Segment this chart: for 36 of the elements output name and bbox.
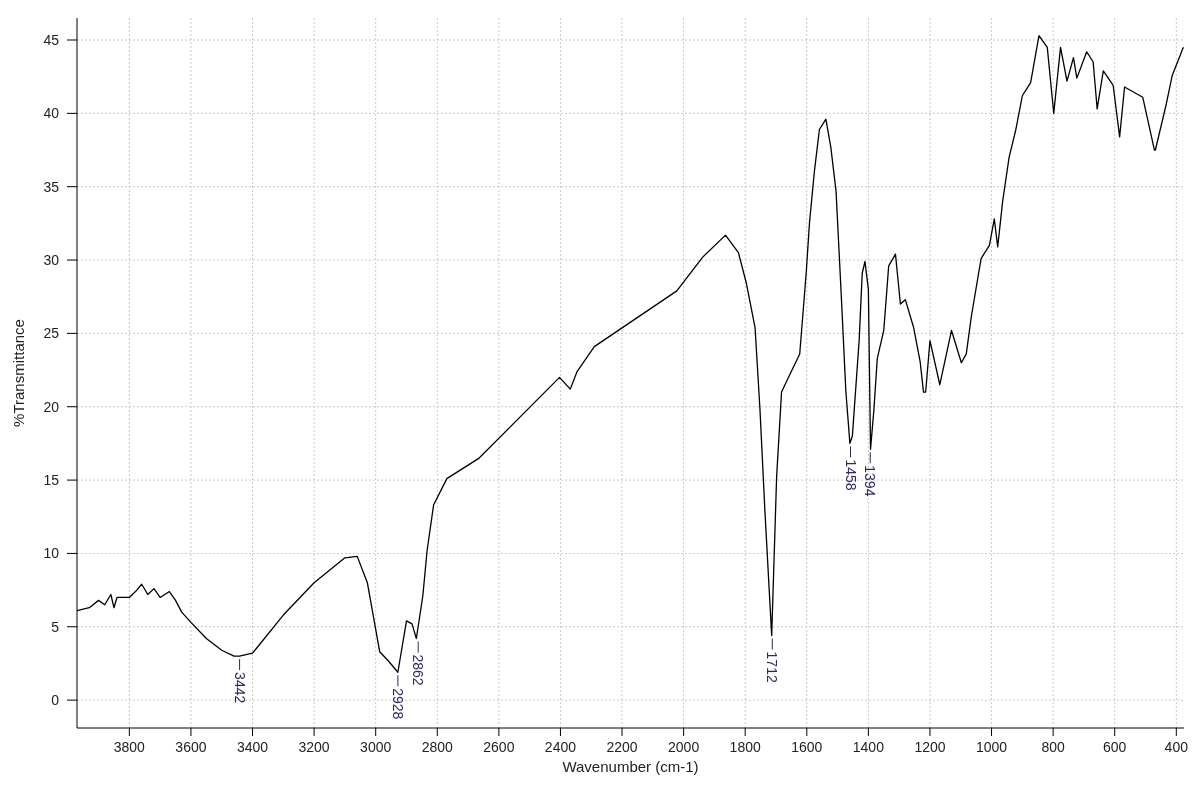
x-tick-label: 1000 — [975, 739, 1008, 755]
x-tick-label: 3200 — [298, 739, 330, 755]
x-tick-label: 1400 — [852, 739, 885, 755]
x-tick-label: 2400 — [544, 739, 577, 755]
x-tick-label: 600 — [1103, 739, 1127, 755]
annotation: 1394 — [862, 465, 879, 497]
x-tick-label: 1200 — [914, 739, 946, 755]
y-tick-label: 30 — [43, 252, 60, 269]
y-tick-label: 0 — [51, 692, 60, 709]
x-tick-label: 2000 — [668, 739, 700, 755]
annotation: 1712 — [764, 651, 781, 683]
y-tick-label: 10 — [43, 545, 60, 562]
x-tick-label: 3800 — [113, 739, 146, 755]
annotation: 1458 — [842, 459, 859, 491]
x-tick-label: 2600 — [483, 739, 515, 755]
y-tick-label: 15 — [43, 472, 60, 489]
annotation: 2928 — [389, 688, 406, 720]
annotation: 3442 — [231, 672, 248, 704]
x-axis-title: Wavenumber (cm-1) — [562, 758, 699, 775]
y-tick-label: 45 — [43, 32, 60, 48]
x-tick-label: 400 — [1164, 739, 1189, 755]
y-tick-label: 25 — [43, 325, 60, 342]
y-tick-label: 5 — [51, 618, 60, 635]
x-tick-label: 1600 — [791, 739, 823, 755]
x-tick-label: 1800 — [729, 739, 761, 755]
x-tick-label: 3000 — [360, 739, 392, 755]
y-tick-label: 20 — [43, 398, 60, 415]
x-tick-label: 800 — [1041, 739, 1066, 755]
y-tick-label: 35 — [43, 178, 60, 195]
x-tick-label: 2200 — [606, 739, 638, 755]
x-tick-label: 3400 — [236, 739, 269, 755]
x-tick-label: 2800 — [421, 739, 454, 755]
y-axis-title: %Transmittance — [10, 319, 27, 427]
x-tick-label: 3600 — [175, 739, 207, 755]
y-tick-label: 40 — [43, 105, 60, 122]
annotation: 2862 — [410, 654, 427, 686]
